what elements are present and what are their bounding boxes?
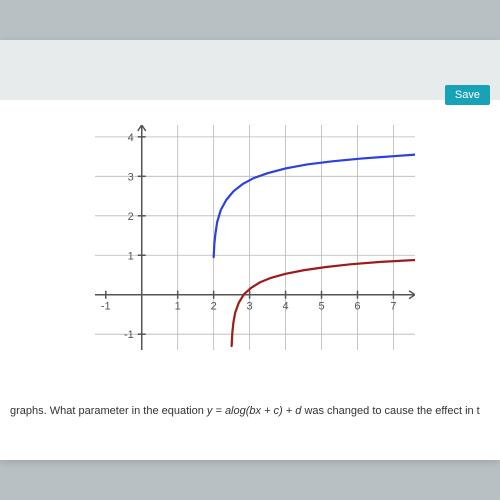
svg-text:2: 2 [211, 301, 217, 313]
question-suffix: was changed to cause the effect in t [304, 405, 479, 417]
svg-text:4: 4 [128, 132, 134, 144]
svg-text:-1: -1 [124, 329, 134, 341]
svg-text:2: 2 [128, 211, 134, 223]
svg-text:6: 6 [354, 301, 360, 313]
svg-text:1: 1 [175, 301, 181, 313]
question-text: graphs. What parameter in the equation y… [10, 405, 480, 417]
question-equation: y = alog(bx + c) + d [207, 405, 301, 417]
svg-text:1: 1 [128, 250, 134, 262]
svg-text:5: 5 [318, 301, 324, 313]
chart-svg: -1 1 2 3 4 5 6 7 -1 1 2 3 4 [95, 125, 415, 350]
svg-text:3: 3 [247, 301, 253, 313]
question-prefix: graphs. What parameter in the equation [10, 405, 207, 417]
svg-text:4: 4 [282, 301, 288, 313]
svg-text:7: 7 [390, 301, 396, 313]
log-chart: -1 1 2 3 4 5 6 7 -1 1 2 3 4 [95, 125, 415, 350]
save-button[interactable]: Save [445, 85, 490, 105]
svg-text:-1: -1 [101, 301, 111, 313]
svg-text:3: 3 [128, 171, 134, 183]
